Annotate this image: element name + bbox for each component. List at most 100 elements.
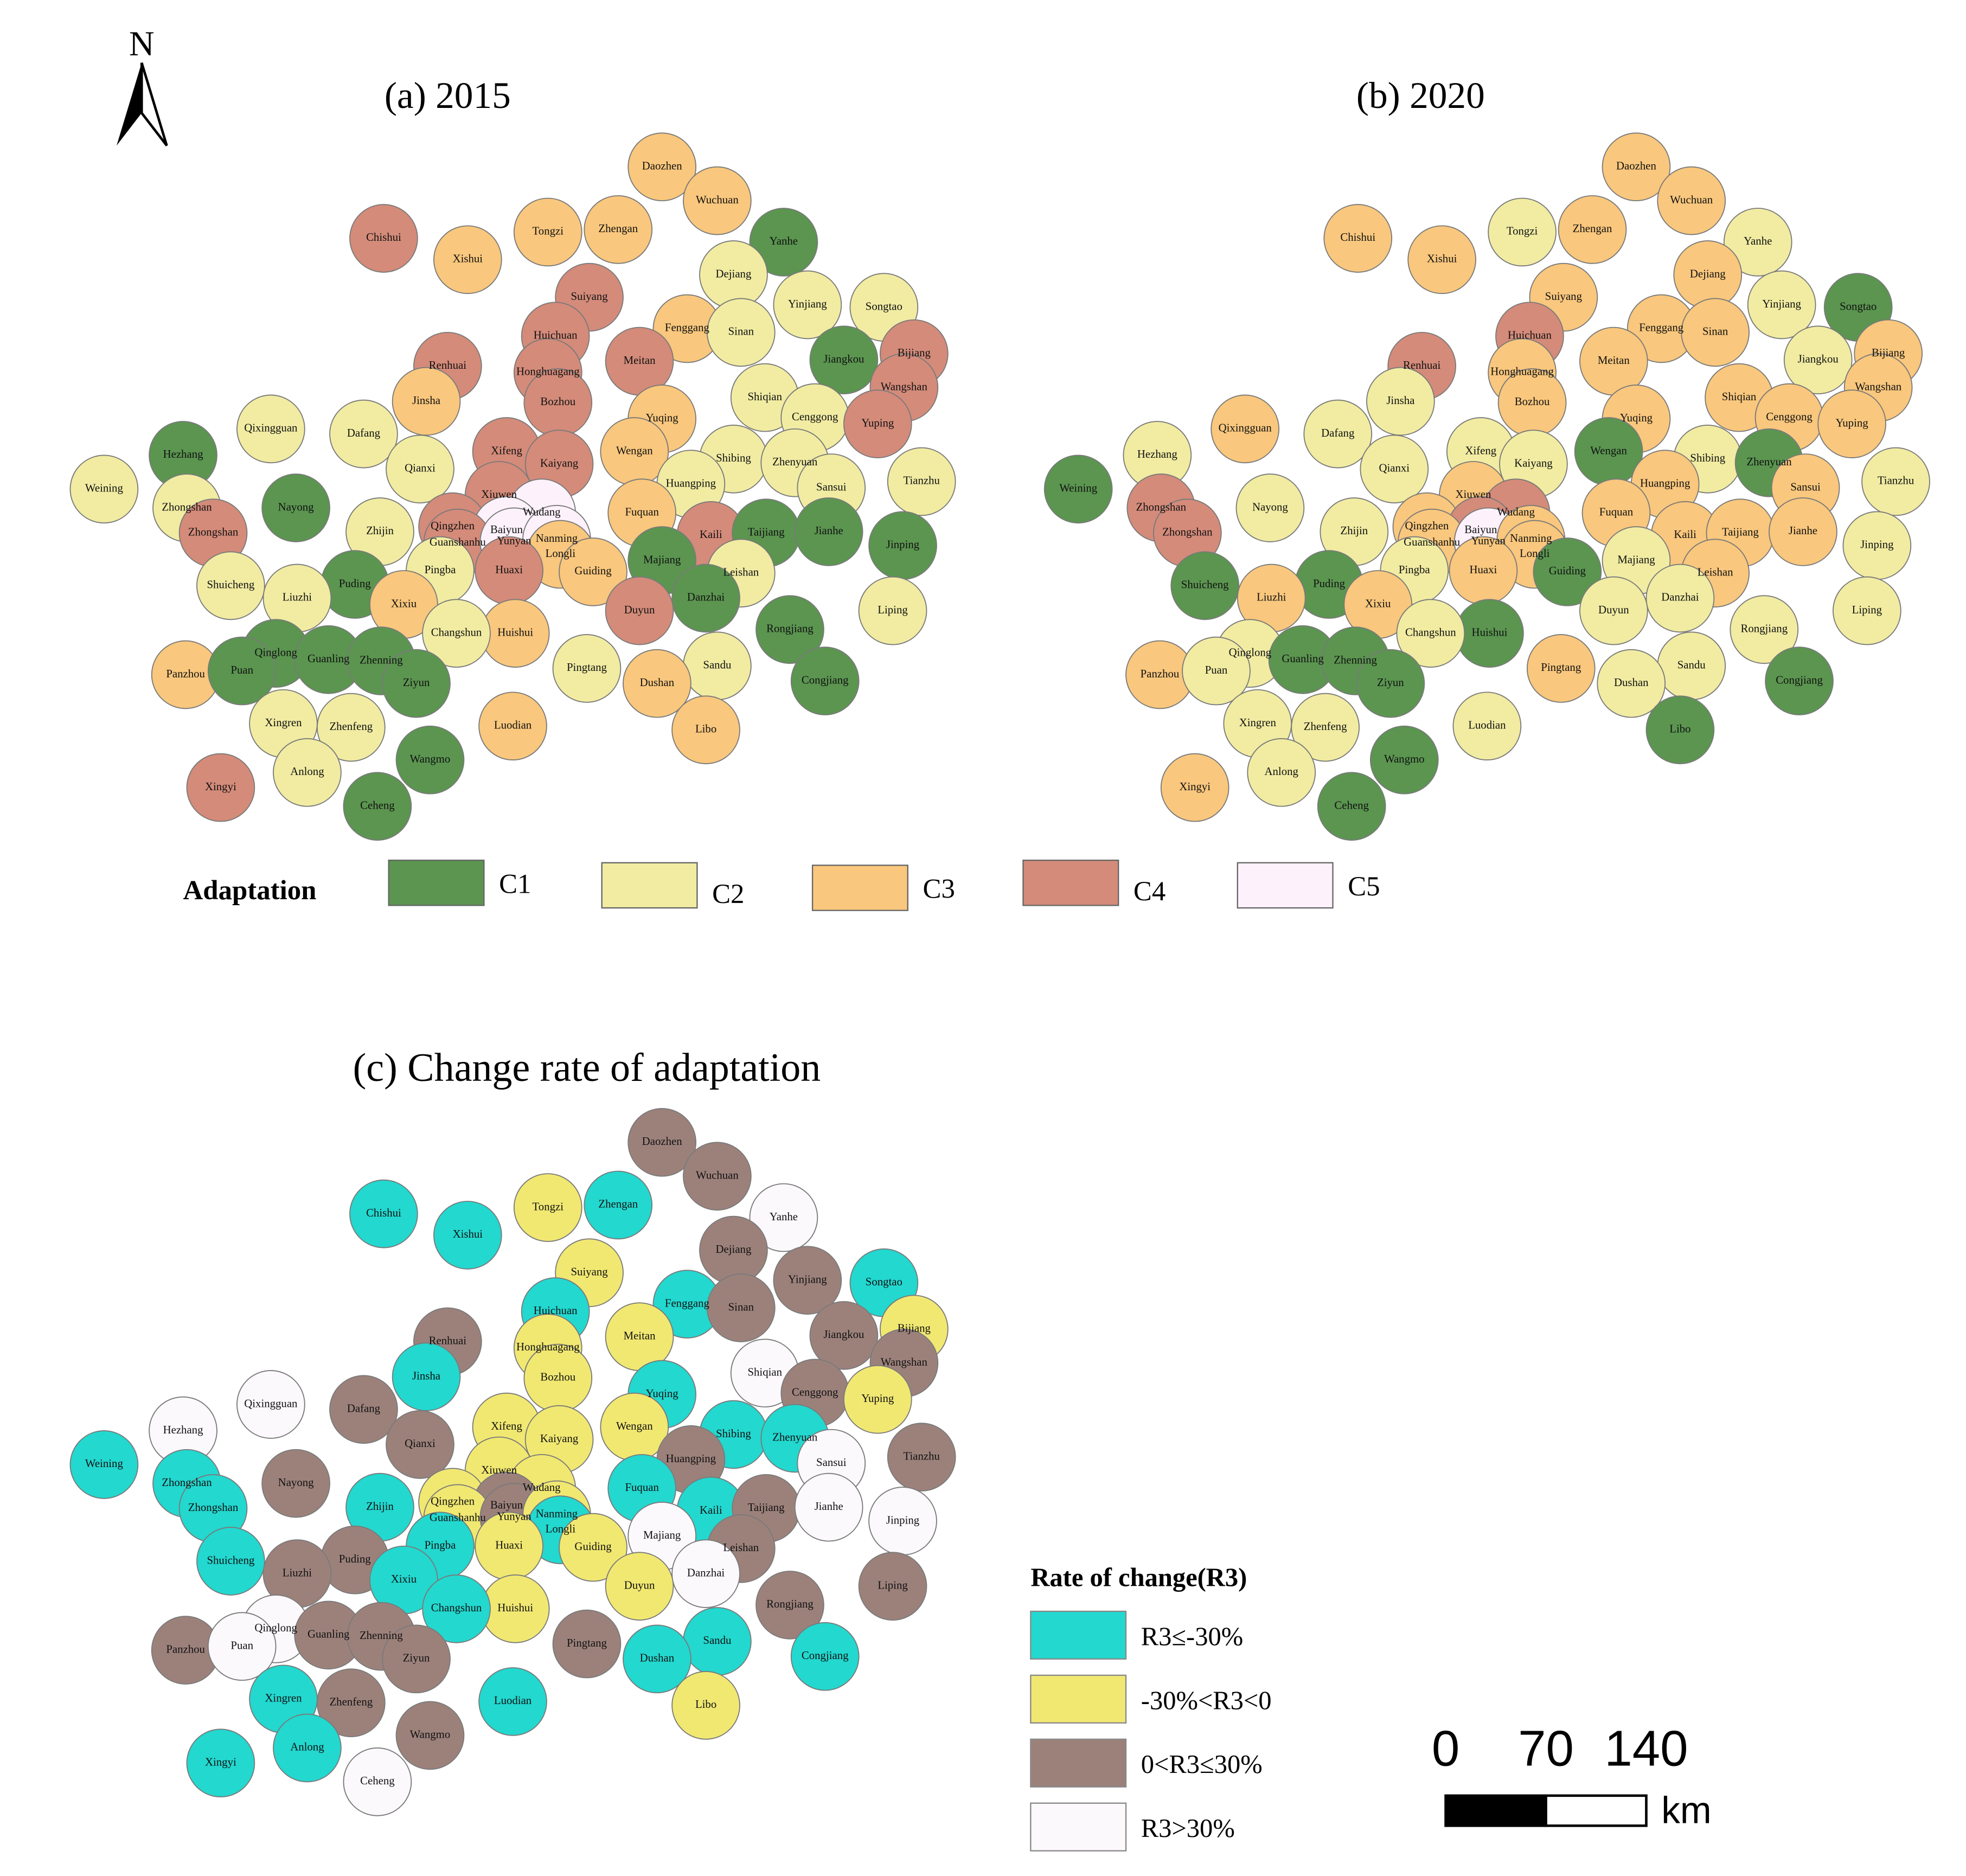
county-label: Ceheng [360,1775,395,1787]
county-label: Zhengan [598,1198,638,1211]
county-label: Congjiang [802,674,849,686]
county-region [605,576,674,645]
county-label: Yunyan [497,535,531,547]
county-label: Suiyang [1545,290,1582,303]
county-region [1291,693,1360,762]
county-label: Jinping [886,539,919,551]
county-region [623,649,691,718]
county-label: Shibing [1690,452,1725,464]
county-label: Fuquan [625,506,659,518]
legend-label: R3≤-30% [1141,1622,1243,1651]
county-label: Rongjiang [766,1598,814,1610]
county-label: Zhenyuan [772,1431,818,1444]
county-label: Liping [878,604,907,616]
county-label: Dejiang [716,267,752,280]
county-label: Kaili [700,528,722,541]
county-label: Bijiang [898,347,931,359]
county-label: Xiuwen [1456,488,1491,501]
county-label: Tongzi [1507,225,1538,238]
county-label: Bozhou [1515,395,1550,408]
county-label: Wuchuan [696,194,739,206]
county-label: Xifeng [491,1420,522,1432]
county-label: Fenggang [665,322,709,334]
county-label: Guanling [308,1628,349,1641]
legend-swatch [601,862,698,909]
county-region [513,1173,582,1242]
county-label: Wangmo [1384,753,1425,765]
county-label: Tianzhu [904,1450,940,1462]
county-label: Anlong [290,765,324,778]
county-label: Panzhou [166,668,205,680]
county-region [683,1142,752,1211]
county-region [1765,646,1834,715]
county-label: Sinan [1702,325,1728,338]
county-label: Weining [85,482,123,495]
county-label: Nanming [536,532,578,545]
county-label: Liuzhi [283,1566,312,1579]
county-label: Jinsha [412,1369,440,1382]
county-label: Zhenyuan [772,456,818,468]
county-label: Zhongshan [188,1501,239,1514]
county-label: Nanming [536,1508,578,1520]
county-label: Dafang [347,1403,380,1415]
county-label: Wengan [616,1420,653,1432]
county-region [329,399,398,469]
county-region [236,394,305,464]
legend-label: R3>30% [1141,1814,1235,1843]
county-label: Meitan [1598,354,1630,367]
county-label: Huishui [497,626,533,638]
county-label: Renhuai [429,1335,467,1347]
county-label: Qixingguan [1219,422,1272,434]
county-region [343,1747,412,1816]
county-region [196,1527,265,1596]
county-region [858,576,927,645]
county-region [382,649,451,718]
county-region [584,195,653,264]
county-region [343,772,412,841]
county-region [584,1170,653,1240]
county-label: Jinsha [412,394,440,407]
county-label: Cenggong [792,1386,838,1398]
county-label: Zhongshan [1162,526,1213,539]
county-region [1407,225,1476,294]
legend-swatch [1030,1802,1127,1852]
county-region [683,166,752,235]
county-label: Ziyun [403,676,430,689]
county-label: Changshun [1405,626,1456,638]
county-label: Fenggang [665,1297,709,1309]
county-region [843,389,912,458]
county-label: Nanming [1510,532,1552,545]
county-label: Luodian [1468,719,1506,732]
county-label: Wudang [523,506,561,518]
county-label: Qinglong [254,646,297,658]
county-region [1645,564,1715,633]
county-label: Dejiang [716,1243,752,1256]
legend-swatch [1030,1674,1127,1724]
county-label: Panzhou [1141,668,1180,680]
county-label: Wangmo [410,1728,451,1741]
county-region [1356,649,1425,718]
county-label: Zhongshan [162,1476,212,1489]
county-label: Longli [1520,547,1550,560]
county-label: Daozhen [642,159,683,172]
north-arrow [117,62,168,146]
county-label: Libo [695,722,716,735]
county-region [1657,166,1726,235]
county-region [773,270,842,340]
legends: Adaptation C1 C2 C3 C4 C5 Rate of change(R3) R3… [183,860,1712,1852]
county-label: Chishui [366,1207,401,1219]
county-label: Huishui [1472,626,1508,638]
county-label: Zhenyuan [1746,456,1792,468]
county-label: Wuchuan [1670,194,1713,206]
county-region [1396,599,1465,668]
county-label: Xifeng [1465,444,1496,457]
county-label: Fuquan [625,1481,659,1494]
county-label: Taijiang [748,1501,785,1514]
county-label: Zhijin [1340,524,1368,537]
county-label: Majiang [643,1529,681,1541]
county-label: Yunyan [497,1510,531,1522]
county-region [1303,399,1373,469]
county-region [1182,636,1251,706]
county-label: Bozhou [540,1371,575,1384]
county-label: Jinping [886,1514,919,1526]
